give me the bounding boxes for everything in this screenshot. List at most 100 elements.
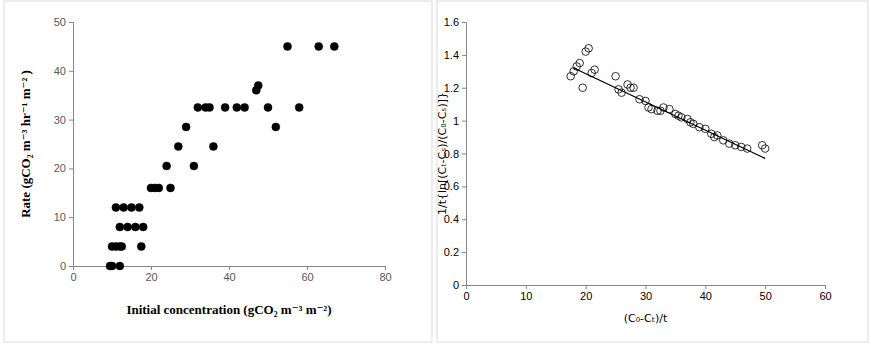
x-tick: 50	[760, 285, 772, 302]
x-tick: 20	[145, 266, 157, 283]
x-tick-label: 80	[379, 271, 391, 283]
x-tick-mark	[586, 285, 587, 289]
x-tick: 80	[379, 266, 391, 283]
y-tick-label: 40	[54, 65, 66, 77]
point	[209, 142, 217, 150]
x-tick-mark	[705, 285, 706, 289]
point	[182, 123, 190, 131]
x-tick: 60	[819, 285, 831, 302]
x-tick-mark	[825, 285, 826, 289]
y-tick: 1.6	[444, 16, 466, 28]
point	[190, 162, 198, 170]
point	[120, 203, 128, 211]
point	[761, 145, 769, 153]
x-tick-label: 40	[223, 271, 235, 283]
y-axis-title: 1/t{ln[(Cₜ-Cₛ)/(C₀-Cₛ)]}	[436, 92, 449, 215]
chart: 0 20 40 60 80 0 10 20 30 40 50 Initial concentratio…	[18, 16, 392, 317]
plot-area	[567, 45, 769, 159]
y-tick-mark	[462, 285, 466, 286]
point	[254, 81, 262, 89]
y-tick-label: 30	[54, 114, 66, 126]
x-tick: 10	[520, 285, 532, 302]
y-tick-mark	[462, 121, 466, 122]
y-tick-mark	[69, 22, 73, 23]
y-axis-title: Rate (gCO₂ m⁻³ hr⁻¹ m⁻² )	[18, 70, 33, 218]
point	[155, 184, 163, 192]
point	[128, 203, 136, 211]
point	[139, 223, 147, 231]
y-tick-mark	[462, 186, 466, 187]
point	[264, 103, 272, 111]
point	[206, 103, 214, 111]
y-tick-label: 20	[54, 162, 66, 174]
point	[582, 48, 590, 56]
x-tick: 40	[223, 266, 235, 283]
y-tick-mark	[69, 168, 73, 169]
point	[758, 141, 766, 149]
point	[124, 223, 132, 231]
y-tick-mark	[462, 252, 466, 253]
y-tick: 1.2	[444, 82, 466, 94]
panel-frame	[4, 1, 432, 342]
point	[118, 242, 126, 250]
y-tick: 40	[54, 65, 73, 77]
plot-area	[106, 42, 338, 270]
x-tick-label: 60	[301, 271, 313, 283]
point	[108, 262, 116, 270]
y-tick: 0.2	[444, 246, 466, 258]
x-axis-title: Initial concentration (gCO₂ m⁻³ m⁻²)	[126, 302, 331, 317]
point	[221, 103, 229, 111]
chart: 010203040506000.20.40.60.811.21.41.6(C₀-…	[436, 16, 832, 325]
y-tick-label: 0	[60, 260, 66, 272]
point	[112, 203, 120, 211]
point	[576, 59, 584, 67]
x-axis-line	[467, 286, 826, 290]
x-tick: 40	[700, 285, 712, 302]
x-tick-label: 10	[520, 290, 532, 302]
point	[579, 84, 587, 92]
point	[612, 72, 620, 80]
x-tick: 0	[463, 285, 469, 302]
y-tick: 50	[54, 16, 73, 28]
y-tick-mark	[462, 154, 466, 155]
point	[137, 242, 145, 250]
x-axis-title: (C₀-Cₜ)/t	[624, 312, 668, 325]
x-tick: 30	[640, 285, 652, 302]
x-tick-mark	[151, 266, 152, 270]
point	[194, 103, 202, 111]
y-axis: 0 10 20 30 40 50	[54, 16, 74, 272]
point	[585, 45, 593, 53]
y-tick-label: 50	[54, 16, 66, 28]
x-tick-mark	[526, 285, 527, 289]
y-tick-mark	[462, 88, 466, 89]
y-tick: 20	[54, 162, 73, 174]
point	[330, 42, 338, 50]
y-tick-mark	[69, 217, 73, 218]
x-tick-mark	[765, 285, 766, 289]
y-tick-mark	[69, 120, 73, 121]
x-tick: 0	[70, 266, 76, 283]
y-tick-label: 1.4	[444, 49, 459, 61]
x-tick: 60	[301, 266, 313, 283]
y-axis-line	[462, 23, 467, 286]
y-tick: 30	[54, 114, 73, 126]
point	[116, 223, 124, 231]
y-tick-label: 0	[453, 279, 459, 291]
y-tick: 1.4	[444, 49, 466, 61]
y-tick-label: 10	[54, 211, 66, 223]
y-tick-label: 0.2	[444, 246, 459, 258]
x-tick-label: 40	[700, 290, 712, 302]
point	[131, 223, 139, 231]
x-tick-mark	[307, 266, 308, 270]
point	[116, 262, 124, 270]
x-tick-mark	[646, 285, 647, 289]
point	[241, 103, 249, 111]
point	[135, 203, 143, 211]
point	[272, 123, 280, 131]
trend-line	[574, 68, 765, 158]
y-tick: 0	[60, 260, 73, 272]
y-tick-mark	[462, 219, 466, 220]
y-tick-mark	[462, 22, 466, 23]
y-tick-label: 1	[453, 115, 459, 127]
panel-frame	[437, 1, 868, 342]
